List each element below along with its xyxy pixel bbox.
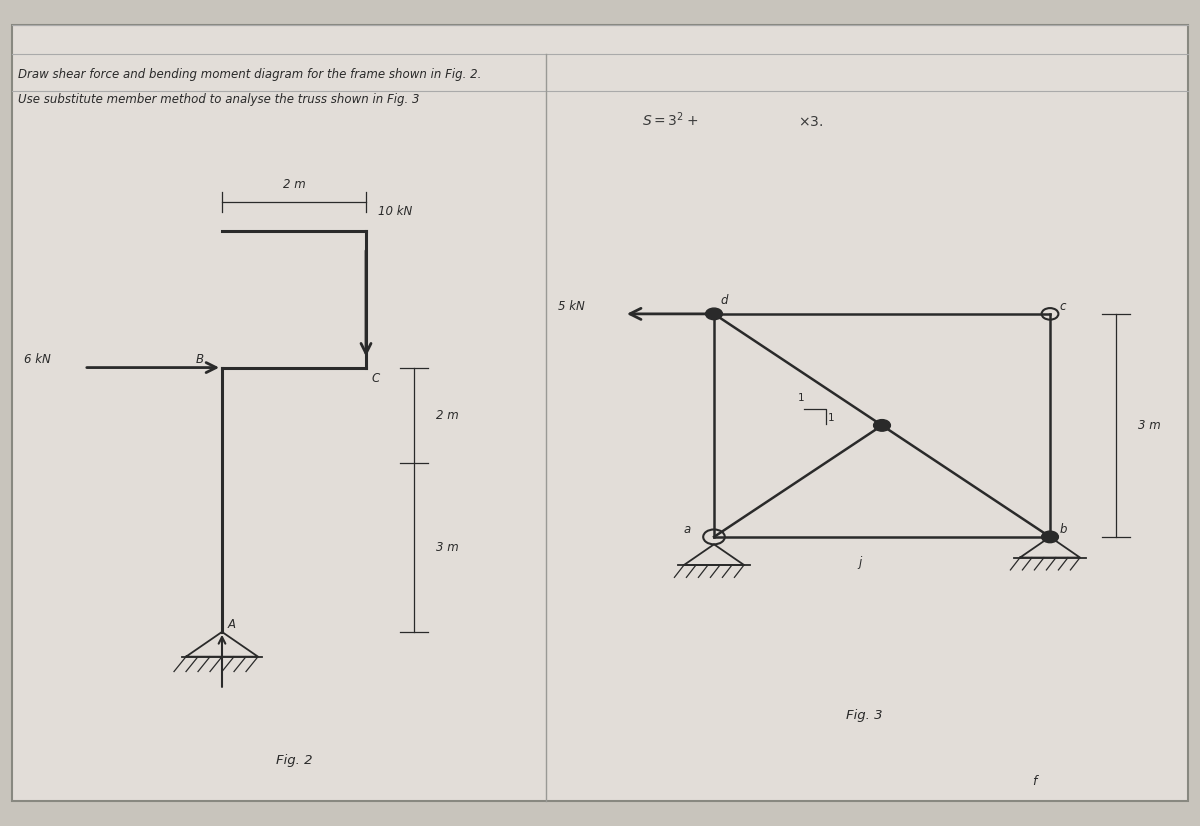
Text: $S = 3^2 +$: $S = 3^2 +$ [642, 110, 698, 129]
Text: 2 m: 2 m [283, 178, 305, 191]
Text: A: A [228, 618, 236, 631]
Text: b: b [1060, 523, 1067, 536]
Circle shape [1042, 531, 1058, 543]
Text: d: d [720, 294, 727, 307]
Text: 10 kN: 10 kN [378, 205, 413, 218]
Text: 3 m: 3 m [436, 541, 458, 553]
Circle shape [706, 308, 722, 320]
Text: 5 kN: 5 kN [558, 300, 584, 313]
Text: Draw shear force and bending moment diagram for the frame shown in Fig. 2.: Draw shear force and bending moment diag… [18, 69, 481, 82]
Text: Use substitute member method to analyse the truss shown in Fig. 3: Use substitute member method to analyse … [18, 93, 420, 107]
Text: f: f [1032, 775, 1037, 788]
Text: $\times 3.$: $\times 3.$ [798, 115, 823, 129]
Text: Fig. 3: Fig. 3 [846, 709, 882, 722]
Text: a: a [684, 523, 691, 536]
Text: 1: 1 [828, 413, 835, 423]
Text: 3 m: 3 m [1138, 419, 1160, 432]
Text: 6 kN: 6 kN [24, 354, 50, 367]
Text: j: j [858, 556, 862, 569]
Text: 2 m: 2 m [436, 409, 458, 421]
Text: Fig. 2: Fig. 2 [276, 754, 312, 767]
Text: C: C [372, 373, 380, 386]
Text: B: B [196, 354, 204, 367]
Circle shape [874, 420, 890, 431]
Text: c: c [1060, 300, 1066, 313]
Text: 1: 1 [798, 392, 805, 402]
